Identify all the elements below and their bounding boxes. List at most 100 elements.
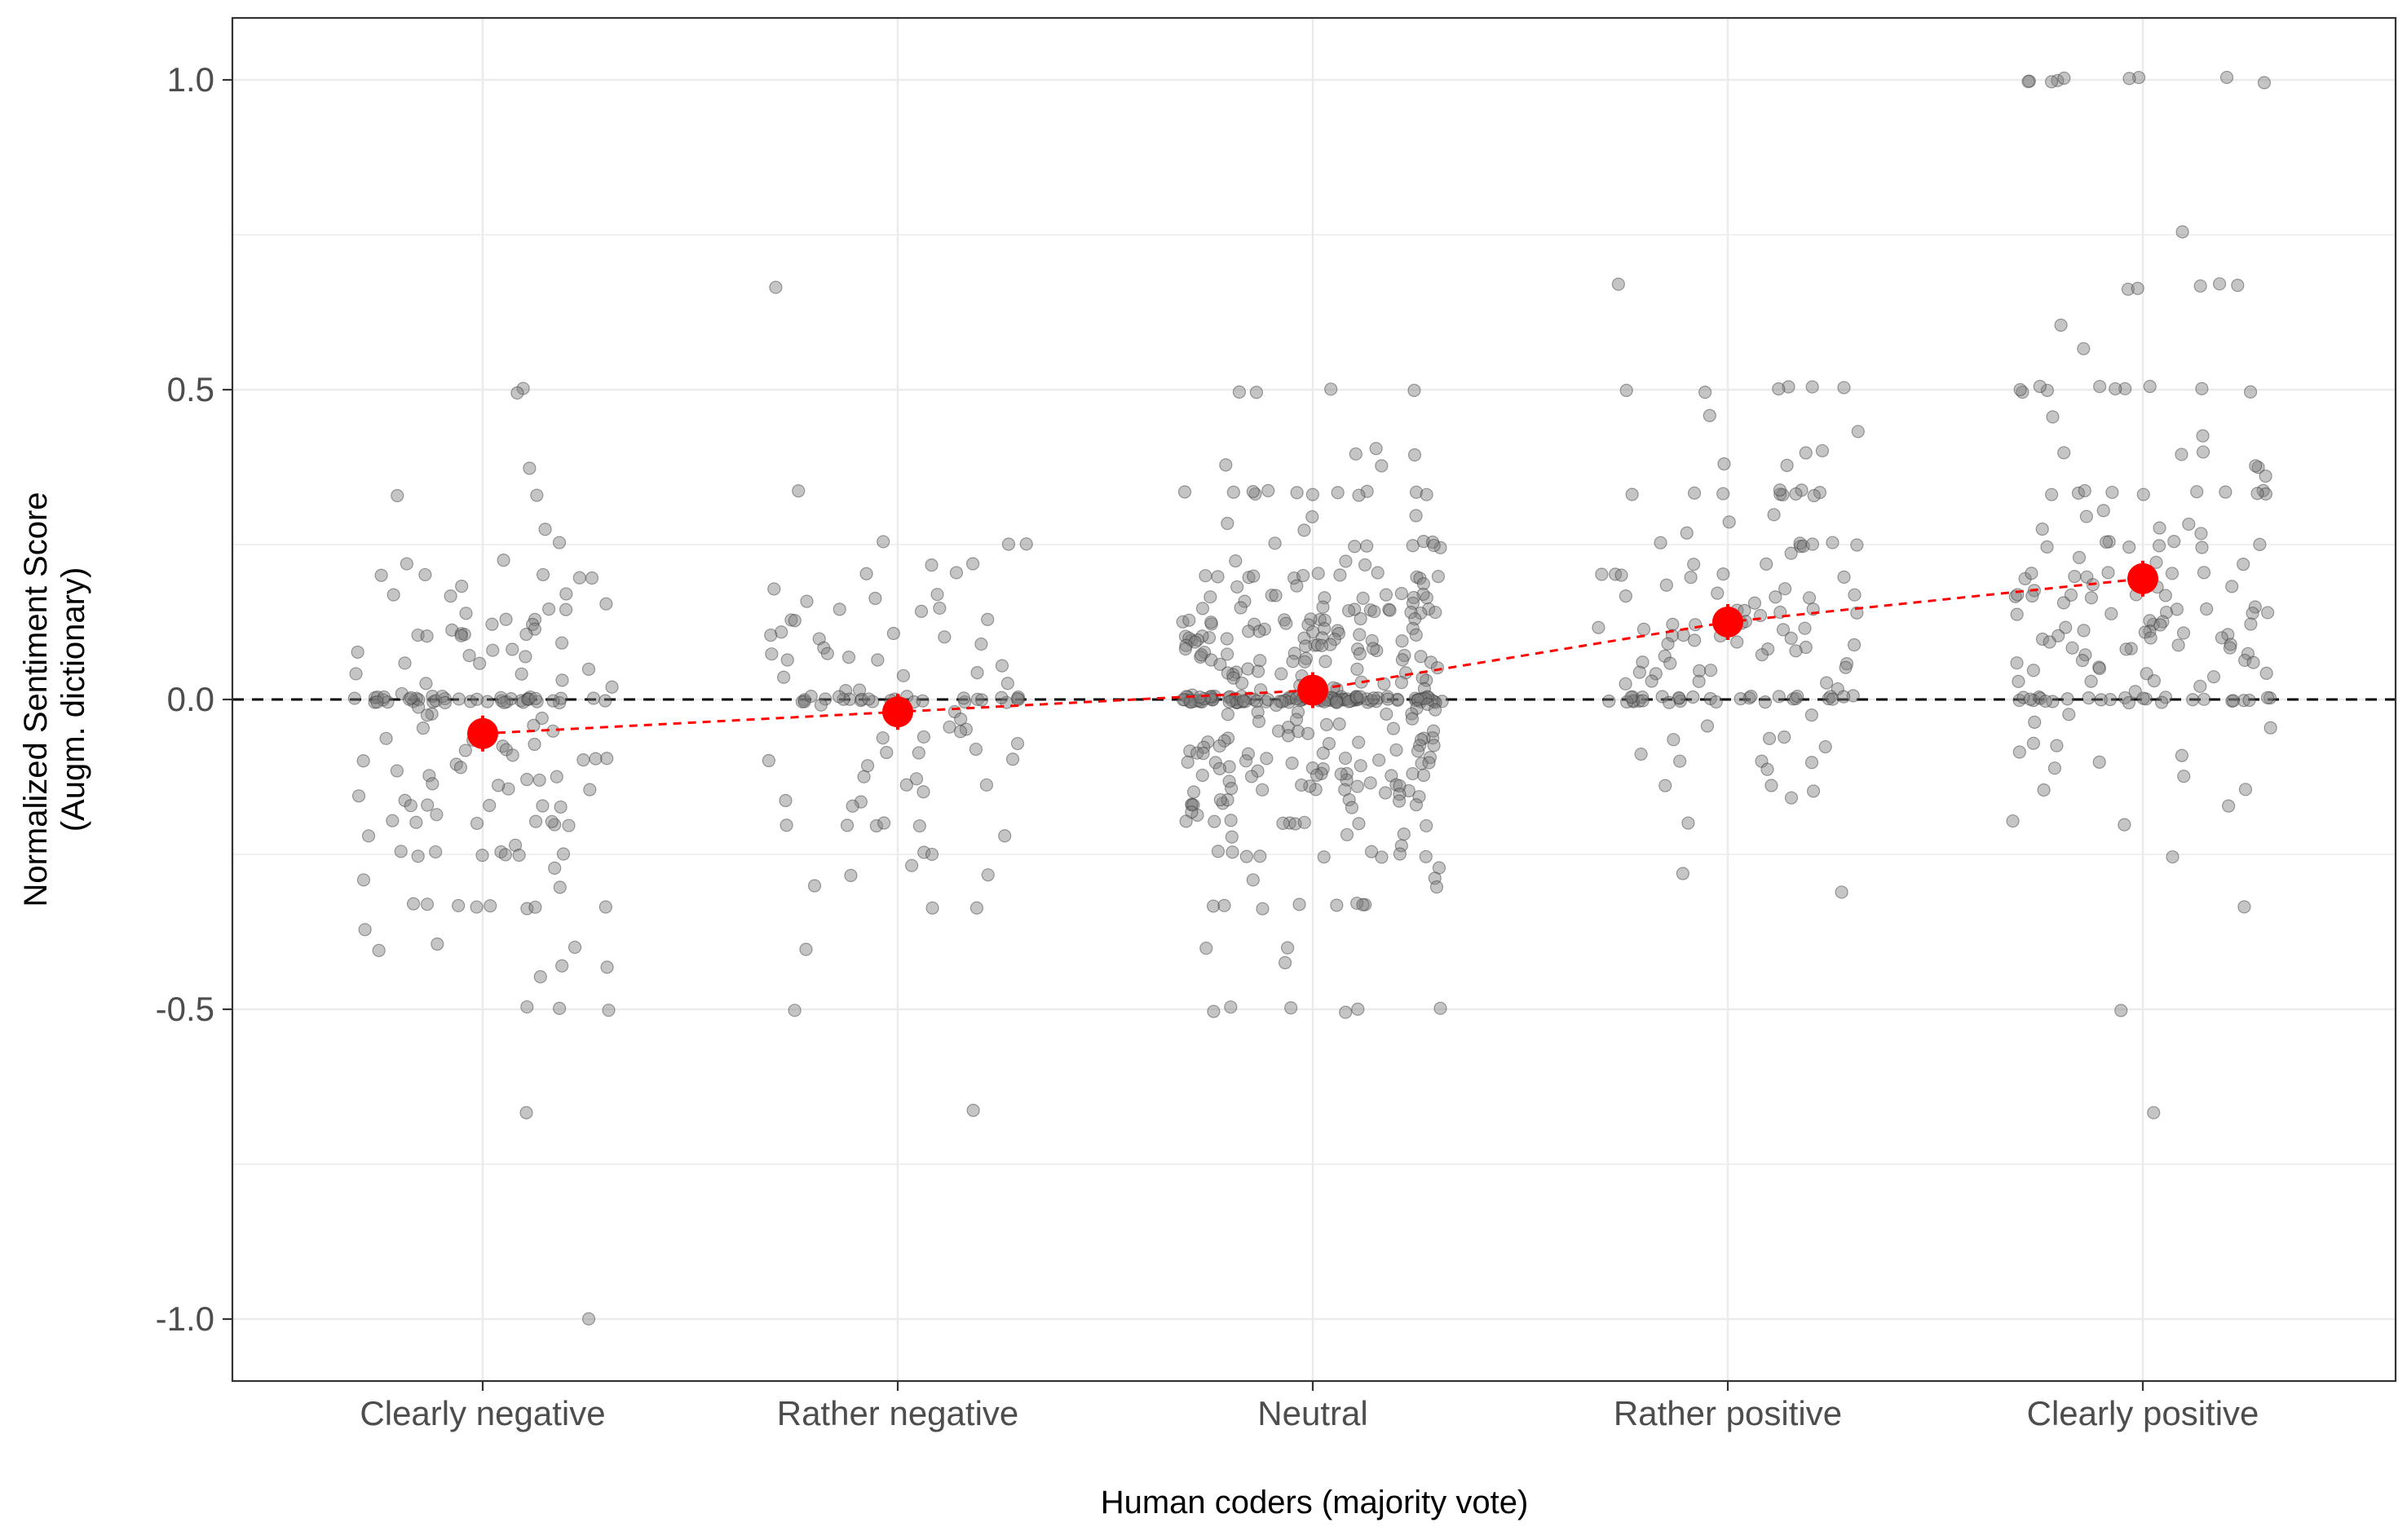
data-point xyxy=(421,798,435,812)
data-point xyxy=(1194,650,1208,664)
data-point xyxy=(1364,694,1378,708)
data-point xyxy=(1305,761,1319,775)
data-point xyxy=(429,845,443,859)
data-point xyxy=(1410,570,1424,584)
data-point xyxy=(462,649,476,663)
data-point xyxy=(840,819,855,832)
data-point xyxy=(2246,607,2259,620)
data-point xyxy=(1413,739,1427,752)
data-point xyxy=(486,643,500,657)
data-point xyxy=(2139,692,2153,706)
data-point xyxy=(600,960,614,974)
data-point xyxy=(1339,554,1353,568)
data-point xyxy=(1351,1002,1365,1016)
data-point xyxy=(2222,799,2236,813)
data-point xyxy=(1242,624,1256,638)
data-point xyxy=(2064,588,2078,602)
data-point xyxy=(917,845,931,859)
data-point xyxy=(1301,726,1315,740)
data-point xyxy=(1309,783,1323,796)
data-point xyxy=(1426,724,1441,738)
data-point xyxy=(866,695,880,708)
data-point xyxy=(1361,695,1375,709)
data-point xyxy=(916,730,931,744)
data-point xyxy=(1784,631,1798,645)
data-point xyxy=(1242,571,1256,585)
data-point xyxy=(2136,691,2150,705)
data-point xyxy=(1417,731,1431,745)
data-point xyxy=(370,690,385,704)
data-point xyxy=(1416,768,1431,783)
data-point xyxy=(1299,639,1313,653)
data-point xyxy=(1425,693,1439,708)
data-point xyxy=(1222,695,1236,708)
data-point xyxy=(1673,694,1687,708)
data-point xyxy=(1411,693,1425,707)
data-point xyxy=(391,488,404,503)
data-point xyxy=(877,816,891,830)
data-point xyxy=(1626,690,1640,704)
data-point xyxy=(1001,537,1016,551)
data-point xyxy=(777,670,791,684)
data-point xyxy=(1407,383,1421,397)
data-point xyxy=(1410,701,1424,715)
data-point xyxy=(2219,485,2233,499)
data-point xyxy=(445,623,459,637)
data-point xyxy=(1799,446,1813,460)
data-point xyxy=(1433,541,1447,554)
data-point xyxy=(1186,688,1199,702)
data-point xyxy=(1244,770,1259,783)
data-point xyxy=(1358,558,1372,572)
data-point xyxy=(1283,816,1296,830)
data-point xyxy=(1271,724,1286,738)
data-point xyxy=(1804,756,1819,770)
data-point xyxy=(970,666,984,680)
data-point xyxy=(429,694,443,708)
data-point xyxy=(1360,484,1374,498)
data-point xyxy=(1297,523,1311,537)
data-point xyxy=(1348,540,1362,554)
data-point xyxy=(2219,70,2234,85)
data-point xyxy=(832,690,846,704)
data-point xyxy=(1826,536,1839,549)
data-point xyxy=(1270,698,1283,713)
data-point xyxy=(1316,762,1330,776)
data-point xyxy=(1684,570,1698,585)
data-point xyxy=(416,721,431,735)
data-point xyxy=(833,602,846,616)
data-point xyxy=(799,942,813,956)
data-point xyxy=(1248,487,1262,501)
data-point xyxy=(1420,690,1434,704)
data-point xyxy=(2094,693,2108,707)
data-point xyxy=(1181,755,1195,770)
data-point xyxy=(2044,75,2059,89)
data-point xyxy=(409,691,423,705)
data-point xyxy=(420,898,435,911)
data-point xyxy=(2028,715,2042,729)
data-point xyxy=(2071,486,2086,500)
data-point xyxy=(1290,579,1304,593)
data-point xyxy=(1786,692,1800,706)
data-point xyxy=(775,625,788,639)
data-point xyxy=(510,386,524,400)
data-point xyxy=(530,695,544,708)
data-point xyxy=(1182,631,1196,645)
data-point xyxy=(2092,660,2106,674)
data-point xyxy=(1316,600,1330,614)
data-point xyxy=(553,1001,567,1015)
data-point xyxy=(1408,611,1422,626)
data-point xyxy=(1393,788,1407,801)
data-point xyxy=(1793,536,1807,550)
data-point xyxy=(2084,674,2098,688)
data-point xyxy=(2248,600,2262,614)
data-point xyxy=(1680,526,1694,540)
data-point xyxy=(572,571,586,585)
data-point xyxy=(1837,690,1851,704)
data-point xyxy=(2165,567,2180,580)
data-point xyxy=(1247,569,1261,583)
data-point xyxy=(1335,692,1349,706)
data-point xyxy=(2263,691,2277,705)
data-point xyxy=(814,698,828,712)
data-point xyxy=(1636,622,1651,637)
data-point xyxy=(2046,410,2060,424)
